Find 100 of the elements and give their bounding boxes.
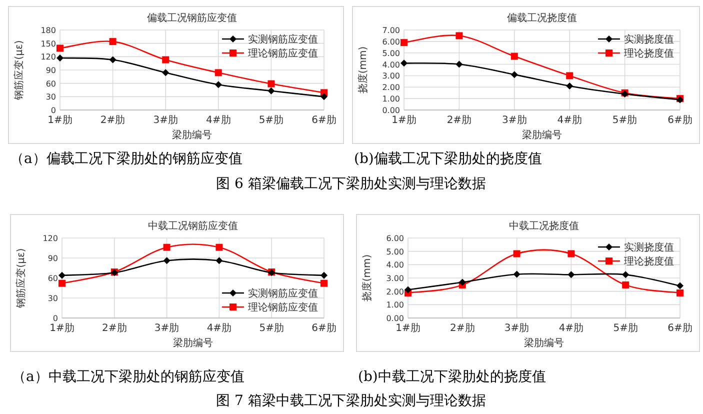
point: [622, 271, 630, 278]
text: （a）中载工况下梁肋处的钢筋应变值: [12, 369, 244, 385]
y-tick-label: 4.00: [382, 60, 400, 70]
legend-label: 实测钢筋应变值: [248, 288, 318, 300]
y-axis-title: 挠度(mm): [361, 254, 373, 302]
point: [404, 286, 412, 294]
point: [456, 60, 463, 68]
y-tick-label: 120: [40, 52, 56, 62]
text: (b)中载工况下梁肋处的挠度值: [358, 369, 546, 385]
point: [58, 272, 66, 279]
x-tick-label: 2#肋: [100, 114, 126, 126]
y-tick-label: 30: [46, 92, 56, 102]
point: [456, 32, 463, 40]
point: [268, 87, 275, 94]
point: [56, 54, 64, 62]
x-tick-label: 5#肋: [613, 322, 638, 334]
y-tick-label: 2.00: [386, 287, 404, 296]
y-tick-label: 90: [48, 254, 58, 263]
point: [400, 60, 408, 67]
y-axis-title: 钢筋应变(με): [15, 248, 27, 309]
y-tick-label: 60: [46, 79, 56, 88]
x-tick-label: 5#肋: [612, 114, 638, 126]
y-tick-label: 6.00: [386, 234, 404, 243]
x-tick-label: 1#肋: [392, 114, 416, 126]
x-tick-label: 3#肋: [502, 114, 527, 126]
y-tick-label: 30: [48, 294, 58, 303]
x-tick-label: 1#肋: [48, 114, 72, 126]
point: [214, 81, 222, 88]
point: [214, 69, 222, 76]
legend-label: 实测挠度值: [624, 34, 674, 46]
y-tick-label: 90: [46, 66, 56, 75]
point: [163, 244, 170, 251]
caption: 图 6 箱梁偏载工况下梁肋处实测与理论数据: [216, 176, 486, 192]
y-tick-label: 0: [52, 314, 58, 323]
y-tick-label: 120: [42, 234, 58, 243]
chart-title: 偏载工况钢筋应变值: [147, 12, 237, 24]
point: [216, 244, 223, 251]
x-tick-label: 4#肋: [557, 114, 582, 126]
x-tick-label: 1#肋: [50, 322, 74, 334]
y-tick-label: 180: [40, 26, 56, 35]
caption: 图 7 箱梁中载工况下梁肋处实测与理论数据: [216, 393, 486, 409]
point: [216, 257, 223, 264]
legend-label: 实测挠度值: [624, 242, 674, 254]
y-tick-label: 0.00: [386, 314, 404, 323]
legend-label: 实测钢筋应变值: [248, 34, 318, 46]
point: [566, 72, 574, 80]
chart-title: 中载工况钢筋应变值: [148, 220, 238, 232]
y-tick-label: 7.00: [382, 26, 400, 35]
x-tick-label: 6#肋: [668, 114, 692, 126]
y-tick-label: 0.00: [382, 106, 400, 115]
point: [513, 250, 520, 258]
x-tick-label: 6#肋: [312, 114, 336, 126]
point: [162, 69, 170, 76]
point: [162, 56, 170, 64]
x-tick-label: 4#肋: [206, 322, 232, 334]
x-tick-label: 6#肋: [668, 322, 692, 334]
point: [676, 282, 684, 290]
y-tick-label: 60: [48, 274, 58, 283]
x-tick-label: 2#肋: [450, 322, 475, 334]
y-tick-label: 6.00: [382, 37, 400, 46]
y-tick-label: 0: [50, 106, 56, 115]
legend-label: 理论挠度值: [624, 48, 674, 60]
chart-title: 中载工况挠度值: [509, 220, 579, 232]
point: [513, 270, 520, 278]
point: [510, 52, 518, 60]
y-axis-title: 钢筋应变(με): [13, 40, 25, 101]
x-axis-title: 梁肋编号: [524, 337, 564, 349]
point: [109, 38, 116, 46]
x-tick-label: 3#肋: [504, 322, 530, 334]
point: [622, 281, 630, 288]
point: [568, 271, 575, 278]
x-tick-label: 4#肋: [206, 114, 231, 126]
x-tick-label: 4#肋: [558, 322, 584, 334]
x-tick-label: 3#肋: [153, 114, 178, 126]
y-tick-label: 2.00: [382, 83, 400, 92]
x-tick-label: 5#肋: [258, 114, 284, 126]
point: [400, 39, 408, 46]
text: （a）偏载工况下梁肋处的钢筋应变值: [10, 151, 242, 167]
point: [268, 80, 275, 88]
y-tick-label: 150: [40, 39, 56, 48]
y-axis-title: 挠度(mm): [357, 46, 369, 94]
legend-label: 理论钢筋应变值: [248, 48, 318, 60]
point: [109, 56, 116, 64]
legend-label: 理论挠度值: [624, 256, 674, 268]
y-tick-label: 4.00: [386, 260, 404, 270]
point: [320, 272, 328, 279]
point: [676, 289, 684, 296]
point: [56, 44, 64, 52]
x-tick-label: 1#肋: [396, 322, 420, 334]
x-tick-label: 2#肋: [446, 114, 472, 126]
legend-label: 理论钢筋应变值: [248, 302, 318, 314]
point: [510, 71, 518, 78]
x-axis-title: 梁肋编号: [173, 337, 213, 349]
y-tick-label: 3.00: [386, 274, 404, 283]
point: [566, 82, 574, 90]
point: [458, 278, 466, 286]
y-tick-label: 5.00: [382, 48, 400, 58]
x-axis-title: 梁肋编号: [172, 129, 212, 141]
point: [568, 250, 575, 258]
y-tick-label: 1.00: [386, 300, 404, 310]
